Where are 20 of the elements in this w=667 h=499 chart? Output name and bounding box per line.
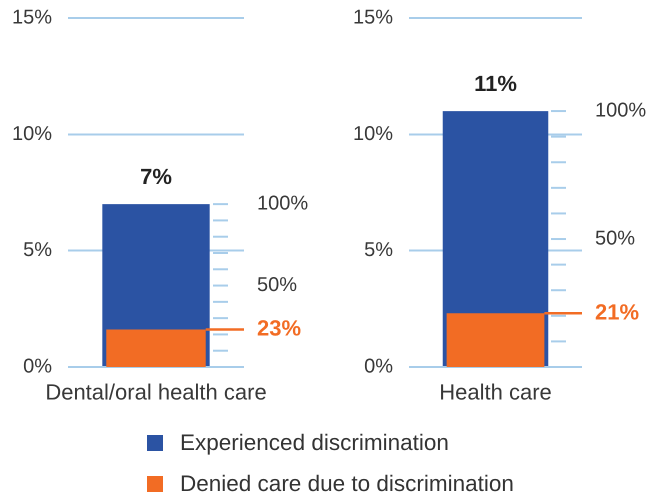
y-tick-label: 15%: [352, 6, 394, 29]
y-tick-label: 5%: [364, 239, 394, 262]
y2-tick-label: 50%: [257, 274, 298, 296]
x-tick-label: Health care: [439, 379, 552, 404]
y2-tick-label: 50%: [595, 228, 636, 250]
y-tick-label: 10%: [12, 122, 52, 145]
y-tick-label: 10%: [352, 122, 394, 145]
y-tick-label: 0%: [23, 356, 52, 378]
y2-tick-label: 100%: [595, 100, 646, 122]
legend-label: Experienced discrimination: [180, 430, 449, 456]
ref-line-label: 21%: [595, 299, 640, 324]
ref-line-label: 23%: [257, 316, 302, 341]
data-label: 7%: [140, 164, 172, 190]
y2-tick-label: 100%: [257, 192, 308, 215]
legend-label: Denied care due to discrimination: [180, 470, 514, 496]
y-tick-label: 15%: [12, 6, 52, 29]
data-label: 11%: [474, 71, 517, 96]
x-tick-label: Dental/oral health care: [45, 379, 267, 404]
y-tick-label: 5%: [23, 239, 52, 262]
y-tick-label: 0%: [364, 356, 394, 378]
